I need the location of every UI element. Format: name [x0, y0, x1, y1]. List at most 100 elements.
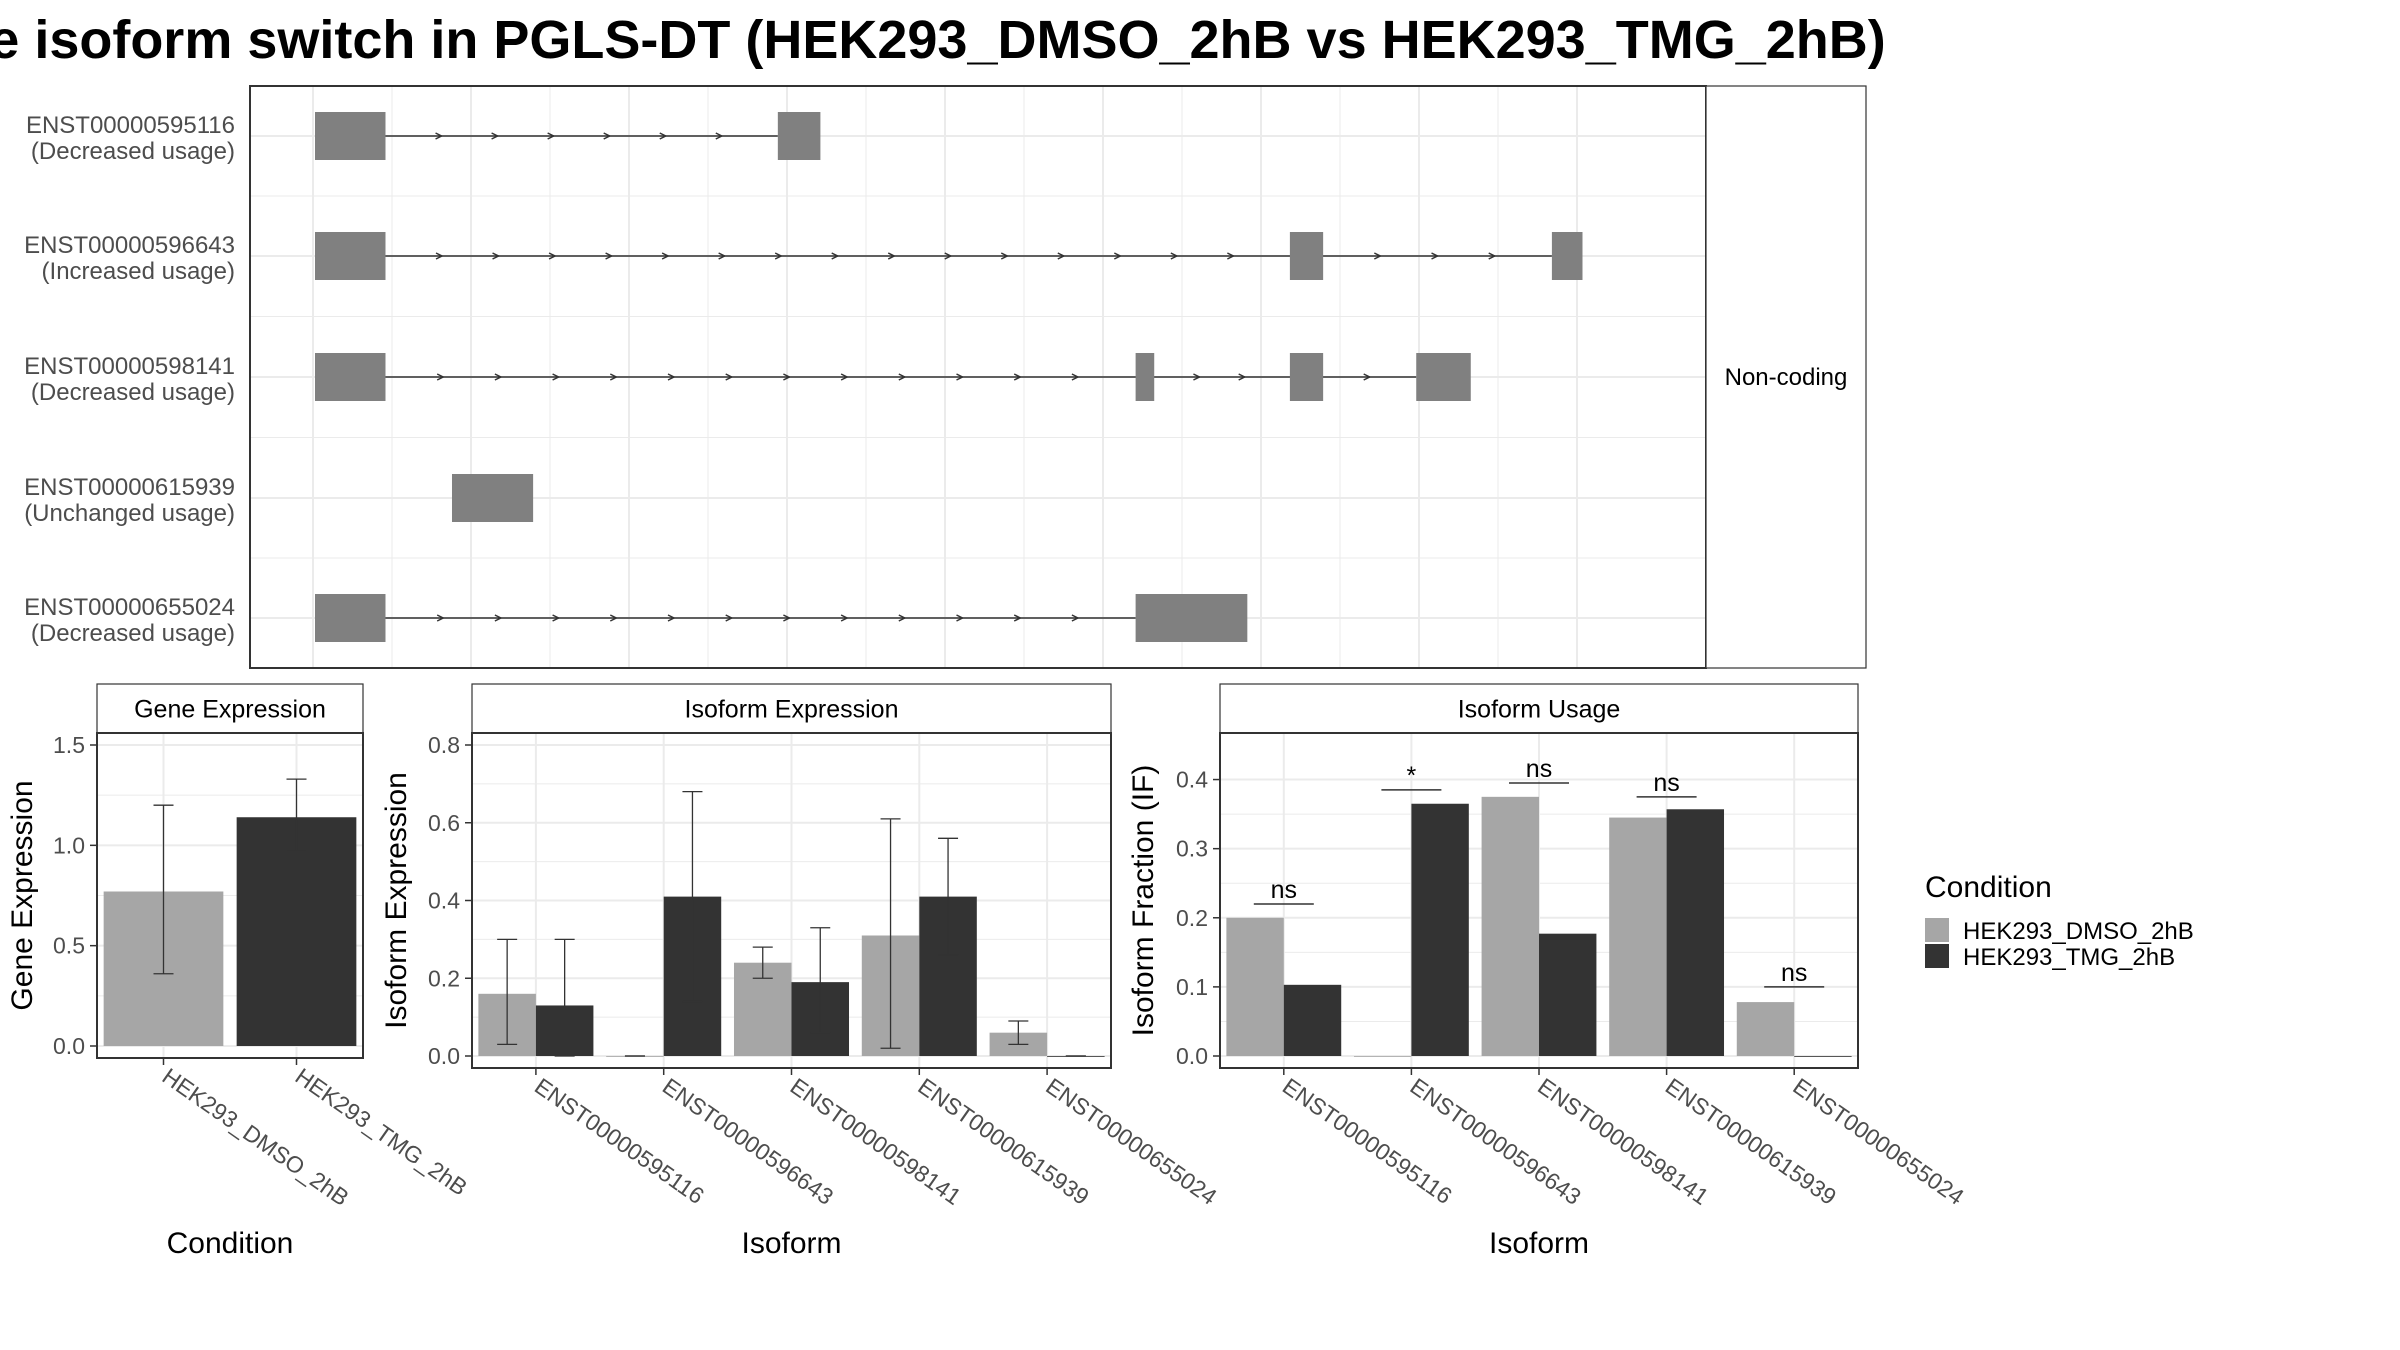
isoform-id-label: ENST00000615939 [24, 474, 235, 501]
intron-direction-arrow [609, 614, 618, 622]
intron-direction-arrow [667, 373, 676, 381]
y-axis-title: Isoform Expression [380, 772, 413, 1029]
facet-strip [1705, 85, 1867, 669]
significance-label: ns [1781, 959, 1807, 987]
bar [1539, 933, 1597, 1056]
y-tick-label: 0.2 [428, 965, 460, 991]
intron-direction-arrow [661, 252, 670, 260]
intron-direction-arrow [783, 614, 792, 622]
facet-strip-label: Gene Expression [134, 696, 326, 724]
intron-direction-arrow [898, 373, 907, 381]
intron-direction-arrow [435, 132, 444, 140]
intron-direction-arrow [1071, 373, 1080, 381]
exon-block [1551, 232, 1583, 280]
intron-direction-arrow [1170, 252, 1179, 260]
intron-direction-arrow [548, 252, 557, 260]
y-tick-label: 0.4 [1176, 767, 1208, 793]
legend-swatch [1925, 944, 1949, 968]
intron-direction-arrow [1013, 373, 1022, 381]
exon-block [1289, 353, 1324, 401]
intron-direction-arrow [1227, 252, 1236, 260]
intron-direction-arrow [547, 132, 556, 140]
intron-direction-arrow [887, 252, 896, 260]
intron-direction-arrow [609, 373, 618, 381]
intron-direction-arrow [1057, 252, 1066, 260]
intron-direction-arrow [725, 373, 734, 381]
legend-swatch [1925, 918, 1949, 942]
panel-border [96, 732, 364, 1059]
facet-strip-label: Isoform Usage [1458, 696, 1621, 724]
exon-block [315, 112, 386, 160]
exon-block [1135, 353, 1155, 401]
significance-label: ns [1653, 769, 1679, 797]
intron-direction-arrow [491, 132, 500, 140]
facet-strip-label: Isoform Expression [685, 696, 899, 724]
intron-direction-arrow [494, 614, 503, 622]
isoform-usage-label: (Unchanged usage) [24, 500, 235, 527]
intron-direction-arrow [1000, 252, 1009, 260]
y-tick-label: 0.6 [428, 810, 460, 836]
y-tick-label: 0.3 [1176, 836, 1208, 862]
intron-direction-arrow [552, 373, 561, 381]
x-axis-title: Isoform [1489, 1227, 1589, 1260]
bar [1411, 803, 1469, 1056]
y-tick-label: 0.4 [428, 888, 460, 914]
bar [1226, 917, 1284, 1056]
y-axis-title: Gene Expression [6, 780, 39, 1010]
intron-direction-arrow [1238, 373, 1247, 381]
x-axis-title: Condition [167, 1227, 294, 1260]
y-axis-title: Isoform Fraction (IF) [1127, 765, 1160, 1037]
y-tick-label: 1.0 [53, 832, 85, 858]
isoform-usage-label: (Increased usage) [42, 258, 235, 285]
intron-direction-arrow [436, 614, 445, 622]
isoform-usage-label: (Decreased usage) [31, 379, 235, 406]
intron-direction-arrow [725, 614, 734, 622]
x-axis-title: Isoform [741, 1227, 841, 1260]
figure-title: Gene isoform switch in PGLS-DT (HEK293_D… [0, 10, 1886, 70]
significance-label: ns [1526, 755, 1552, 783]
legend-label: HEK293_DMSO_2hB [1963, 918, 2194, 945]
significance-label: * [1407, 762, 1417, 790]
facet-strip [1219, 683, 1859, 734]
intron-direction-arrow [1113, 252, 1122, 260]
transcript-structure-panel: ENST00000595116(Decreased usage)ENST0000… [24, 85, 1867, 669]
exon-block [777, 112, 821, 160]
intron-direction-arrow [956, 373, 965, 381]
intron-direction-arrow [715, 132, 724, 140]
legend-title: Condition [1925, 871, 2052, 904]
bar [1353, 1056, 1412, 1057]
isoform-id-label: ENST00000595116 [26, 112, 235, 139]
y-tick-label: 0.5 [53, 933, 85, 959]
exon-block [315, 232, 386, 280]
intron-direction-arrow [1013, 614, 1022, 622]
bar [1736, 1002, 1795, 1056]
isoform-id-label: ENST00000598141 [24, 353, 235, 380]
intron-direction-arrow [1373, 252, 1383, 260]
intron-direction-arrow [944, 252, 953, 260]
y-tick-label: 0.8 [428, 732, 460, 758]
intron-direction-arrow [603, 132, 612, 140]
gene-expression-panel: Gene Expression0.00.51.01.5HEK293_DMSO_2… [6, 683, 472, 1260]
intron-direction-arrow [667, 614, 676, 622]
exon-block [1289, 232, 1324, 280]
intron-direction-arrow [840, 614, 849, 622]
exon-block [451, 474, 534, 522]
intron-direction-arrow [435, 252, 444, 260]
intron-direction-arrow [1363, 373, 1372, 381]
isoform-usage-label: (Decreased usage) [31, 138, 235, 165]
intron-direction-arrow [1071, 614, 1080, 622]
intron-direction-arrow [840, 373, 849, 381]
exon-block [1416, 353, 1471, 401]
exon-block [315, 594, 386, 642]
intron-direction-arrow [494, 373, 503, 381]
y-tick-label: 0.1 [1176, 974, 1208, 1000]
intron-direction-arrow [605, 252, 614, 260]
isoform-expression-panel: Isoform Expression0.00.20.40.60.8ENST000… [380, 683, 1222, 1260]
exon-block [315, 353, 386, 401]
intron-direction-arrow [436, 373, 445, 381]
y-tick-label: 0.0 [428, 1043, 460, 1069]
bar [1666, 809, 1725, 1056]
intron-direction-arrow [783, 373, 792, 381]
intron-direction-arrow [1193, 373, 1202, 381]
